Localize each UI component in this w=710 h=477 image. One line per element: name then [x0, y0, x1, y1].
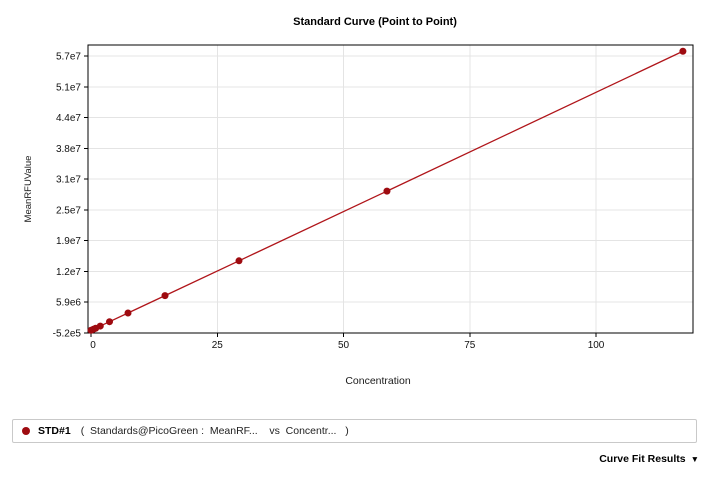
- legend-box: STD#1 ( Standards@PicoGreen : MeanRF... …: [12, 419, 697, 443]
- x-tick-label: 100: [588, 340, 605, 351]
- data-point: [679, 47, 687, 55]
- standard-curve-plot: -5.2e5 5.9e6 1.2e7 1.9e7 2.5e7 3.1e7 3.8e7 4.4e…: [23, 16, 694, 387]
- series-marker-icon: [22, 427, 30, 435]
- chevron-down-icon: ▼: [690, 454, 699, 464]
- data-point: [124, 309, 132, 317]
- y-tick-label: 3.1e7: [56, 175, 81, 186]
- y-tick-label: 4.4e7: [56, 113, 81, 124]
- y-tick-label: 5.1e7: [56, 82, 81, 93]
- y-tick-label: 5.7e7: [56, 52, 81, 63]
- legend-series-desc: ( Standards@PicoGreen : MeanRF... vs Con…: [80, 425, 349, 437]
- y-tick-label: 1.9e7: [56, 236, 81, 247]
- data-point: [235, 257, 243, 265]
- y-tick-label: 2.5e7: [56, 205, 81, 216]
- data-point: [161, 292, 169, 300]
- curve-fit-results-dropdown[interactable]: Curve Fit Results ▼: [599, 453, 699, 465]
- x-tick-label: 75: [464, 340, 476, 351]
- y-tick-label: 5.9e6: [56, 298, 81, 309]
- footer-bar: Curve Fit Results ▼: [599, 453, 699, 471]
- data-point: [96, 322, 104, 330]
- data-point: [106, 318, 114, 326]
- x-tick-label: 50: [338, 340, 350, 351]
- y-tick-label: 1.2e7: [56, 267, 81, 278]
- data-point: [383, 187, 391, 195]
- chart-title: Standard Curve (Point to Point): [293, 16, 457, 28]
- legend-series-name: STD#1: [38, 425, 71, 437]
- x-tick-label: 0: [90, 340, 96, 351]
- y-tick-label: -5.2e5: [53, 329, 82, 340]
- y-tick-label: 3.8e7: [56, 144, 81, 155]
- legend-item-std1[interactable]: STD#1 ( Standards@PicoGreen : MeanRF... …: [13, 420, 349, 442]
- x-tick-label: 25: [212, 340, 224, 351]
- x-axis-label: Concentration: [345, 375, 411, 387]
- y-axis-label: MeanRFUValue: [23, 156, 34, 223]
- curve-fit-results-label: Curve Fit Results: [599, 453, 686, 465]
